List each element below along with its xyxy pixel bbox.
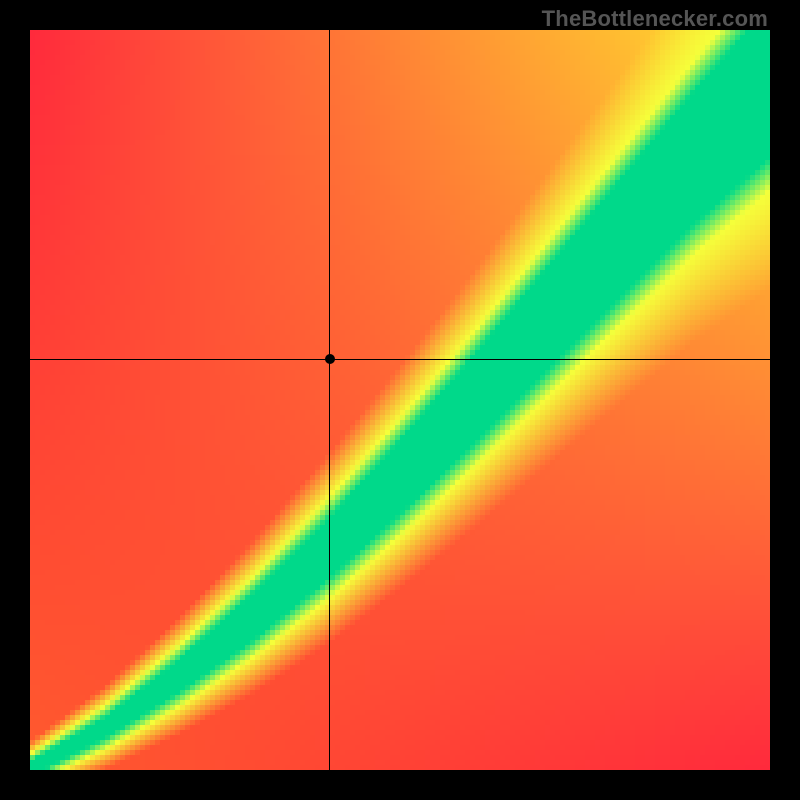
crosshair-vertical bbox=[329, 30, 330, 770]
heatmap-canvas bbox=[30, 30, 770, 770]
chart-container: TheBottlenecker.com bbox=[0, 0, 800, 800]
plot-area bbox=[30, 30, 770, 770]
crosshair-dot bbox=[325, 354, 335, 364]
crosshair-horizontal bbox=[30, 359, 770, 360]
watermark-text: TheBottlenecker.com bbox=[542, 6, 768, 32]
